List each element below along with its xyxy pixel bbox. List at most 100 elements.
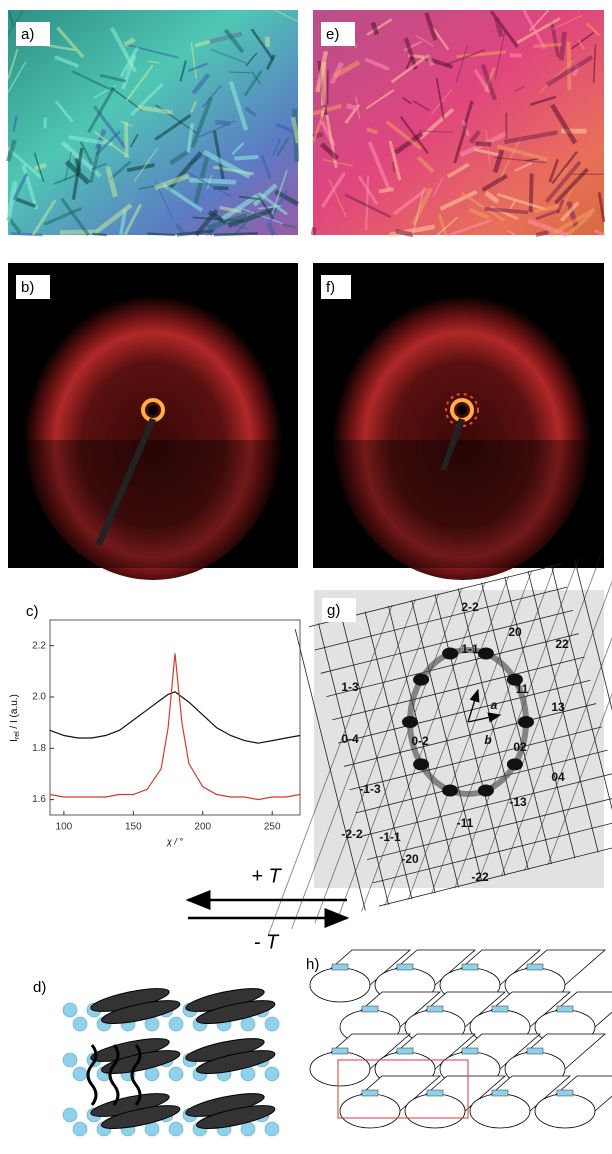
texture xyxy=(260,154,272,180)
xray-image-f xyxy=(313,263,604,580)
texture xyxy=(416,155,435,174)
diffraction-spot xyxy=(442,647,459,660)
bead xyxy=(240,1016,256,1032)
texture xyxy=(346,103,358,111)
bead xyxy=(264,1016,280,1032)
texture xyxy=(238,195,260,201)
texture xyxy=(551,150,578,185)
texture xyxy=(121,54,137,90)
texture xyxy=(43,206,83,226)
texture xyxy=(550,103,578,145)
texture xyxy=(8,11,14,26)
texture xyxy=(320,106,326,117)
lattice-line xyxy=(524,540,612,871)
column-end xyxy=(339,1093,401,1129)
texture xyxy=(366,127,379,135)
bead xyxy=(72,1066,88,1082)
texture xyxy=(231,142,245,156)
texture xyxy=(566,211,594,237)
mesogen xyxy=(196,1105,276,1129)
texture xyxy=(187,62,208,73)
plot-frame xyxy=(49,619,301,816)
texture xyxy=(388,140,402,181)
texture xyxy=(223,28,245,54)
texture xyxy=(125,64,154,102)
texture xyxy=(558,31,567,61)
bead xyxy=(62,1002,78,1018)
texture xyxy=(7,48,19,80)
texture xyxy=(593,228,605,237)
texture xyxy=(12,115,18,133)
texture xyxy=(439,189,478,211)
texture xyxy=(12,172,29,201)
texture xyxy=(402,97,412,105)
texture xyxy=(124,121,129,158)
texture xyxy=(7,61,27,93)
texture xyxy=(455,45,469,83)
texture xyxy=(54,100,74,123)
bead xyxy=(72,1016,88,1032)
reflection-label: -1-1 xyxy=(379,830,401,844)
texture xyxy=(79,141,94,165)
texture xyxy=(412,187,425,236)
texture xyxy=(320,172,346,208)
texture xyxy=(123,203,143,236)
texture xyxy=(275,122,296,134)
texture xyxy=(550,21,560,58)
texture xyxy=(566,41,572,91)
label-box xyxy=(322,598,356,622)
column-end xyxy=(404,1093,466,1129)
texture xyxy=(7,10,24,35)
texture xyxy=(516,17,561,44)
texture xyxy=(190,96,214,149)
texture xyxy=(312,103,342,116)
texture xyxy=(484,190,500,204)
column-end xyxy=(534,1093,596,1129)
texture xyxy=(418,107,455,140)
texture xyxy=(95,130,121,156)
texture xyxy=(460,191,506,222)
texture xyxy=(214,119,231,126)
texture xyxy=(399,115,429,155)
panel-label: h) xyxy=(306,956,319,973)
texture xyxy=(7,145,12,150)
texture xyxy=(403,40,423,52)
texture xyxy=(577,39,585,50)
texture xyxy=(244,106,257,118)
mesogen xyxy=(196,1050,276,1074)
texture xyxy=(493,17,504,38)
reflection-label: 0-4 xyxy=(341,732,359,746)
linker xyxy=(426,1089,444,1097)
texture xyxy=(54,55,79,68)
texture xyxy=(105,166,118,198)
diffraction-spot xyxy=(477,647,494,660)
mesogen xyxy=(196,1000,276,1024)
texture xyxy=(484,206,529,215)
texture xyxy=(496,144,549,162)
texture xyxy=(11,232,43,237)
panel-label: f) xyxy=(326,279,335,296)
texture xyxy=(234,154,259,161)
texture xyxy=(528,173,534,213)
reflection-label: -20 xyxy=(401,852,419,866)
bead xyxy=(240,1121,256,1137)
texture xyxy=(60,197,90,236)
texture xyxy=(64,151,72,181)
diffraction-spot xyxy=(413,758,430,771)
texture xyxy=(527,218,568,238)
texture xyxy=(99,73,127,83)
texture xyxy=(276,136,290,157)
texture xyxy=(553,167,589,205)
schematic-h xyxy=(309,949,612,1129)
panel-label: b) xyxy=(21,279,34,296)
linker xyxy=(491,1005,509,1013)
diffraction-spot xyxy=(518,716,534,728)
lattice-line xyxy=(454,558,579,889)
texture xyxy=(597,192,606,223)
cooling-label: - T xyxy=(254,931,280,953)
lattice-line xyxy=(349,726,603,791)
unit-cell xyxy=(337,1059,469,1119)
texture xyxy=(514,86,525,92)
bead xyxy=(264,1121,280,1137)
texture xyxy=(394,131,424,155)
